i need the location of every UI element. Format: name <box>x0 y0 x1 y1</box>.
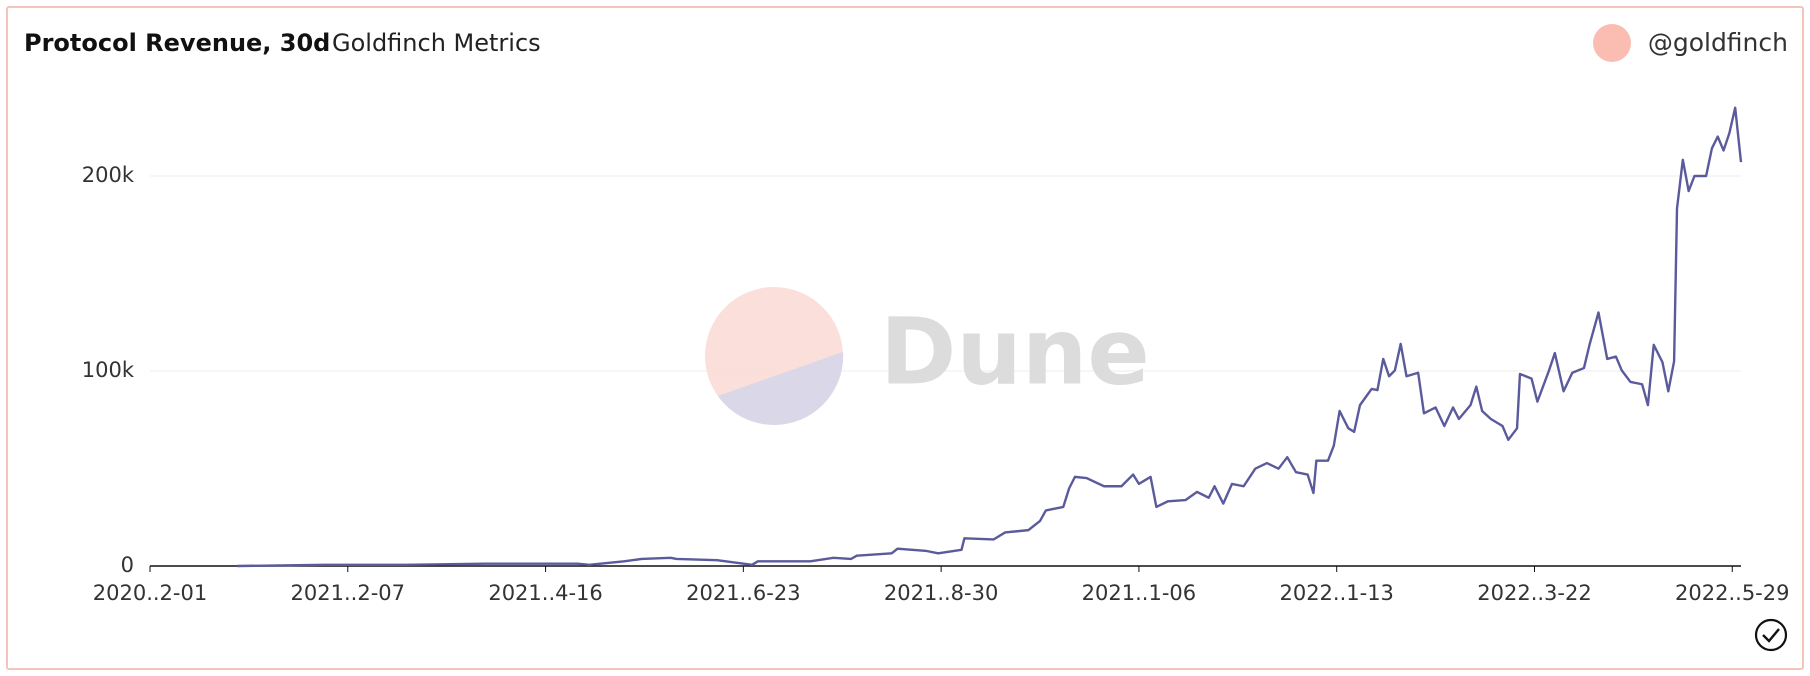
x-tick-label: 2021..6-23 <box>686 581 800 605</box>
x-tick-label: 2022..1-13 <box>1279 581 1393 605</box>
x-tick-label: 2021..8-30 <box>884 581 998 605</box>
watermark-text: Dune <box>880 298 1150 405</box>
chart-subtitle: Goldfinch Metrics <box>332 29 541 57</box>
y-tick-label: 100k <box>82 358 135 382</box>
x-tick-label: 2021..4-16 <box>488 581 602 605</box>
chart-title: Protocol Revenue, 30d <box>24 29 330 57</box>
watermark-logo <box>705 287 844 425</box>
series-line <box>237 106 1743 568</box>
x-tick-label: 2020..2-01 <box>93 581 207 605</box>
author-avatar <box>1593 24 1631 62</box>
x-tick-label: 2021..2-07 <box>291 581 405 605</box>
author[interactable]: @goldfinch <box>1648 28 1788 57</box>
y-tick-label: 200k <box>82 163 135 187</box>
x-tick-label: 2022..5-29 <box>1675 581 1789 605</box>
check-icon[interactable] <box>1754 618 1788 652</box>
card-border <box>6 6 1804 670</box>
x-tick-label: 2021..1-06 <box>1082 581 1196 605</box>
x-tick-label: 2022..3-22 <box>1477 581 1591 605</box>
y-tick-label: 0 <box>121 553 134 577</box>
